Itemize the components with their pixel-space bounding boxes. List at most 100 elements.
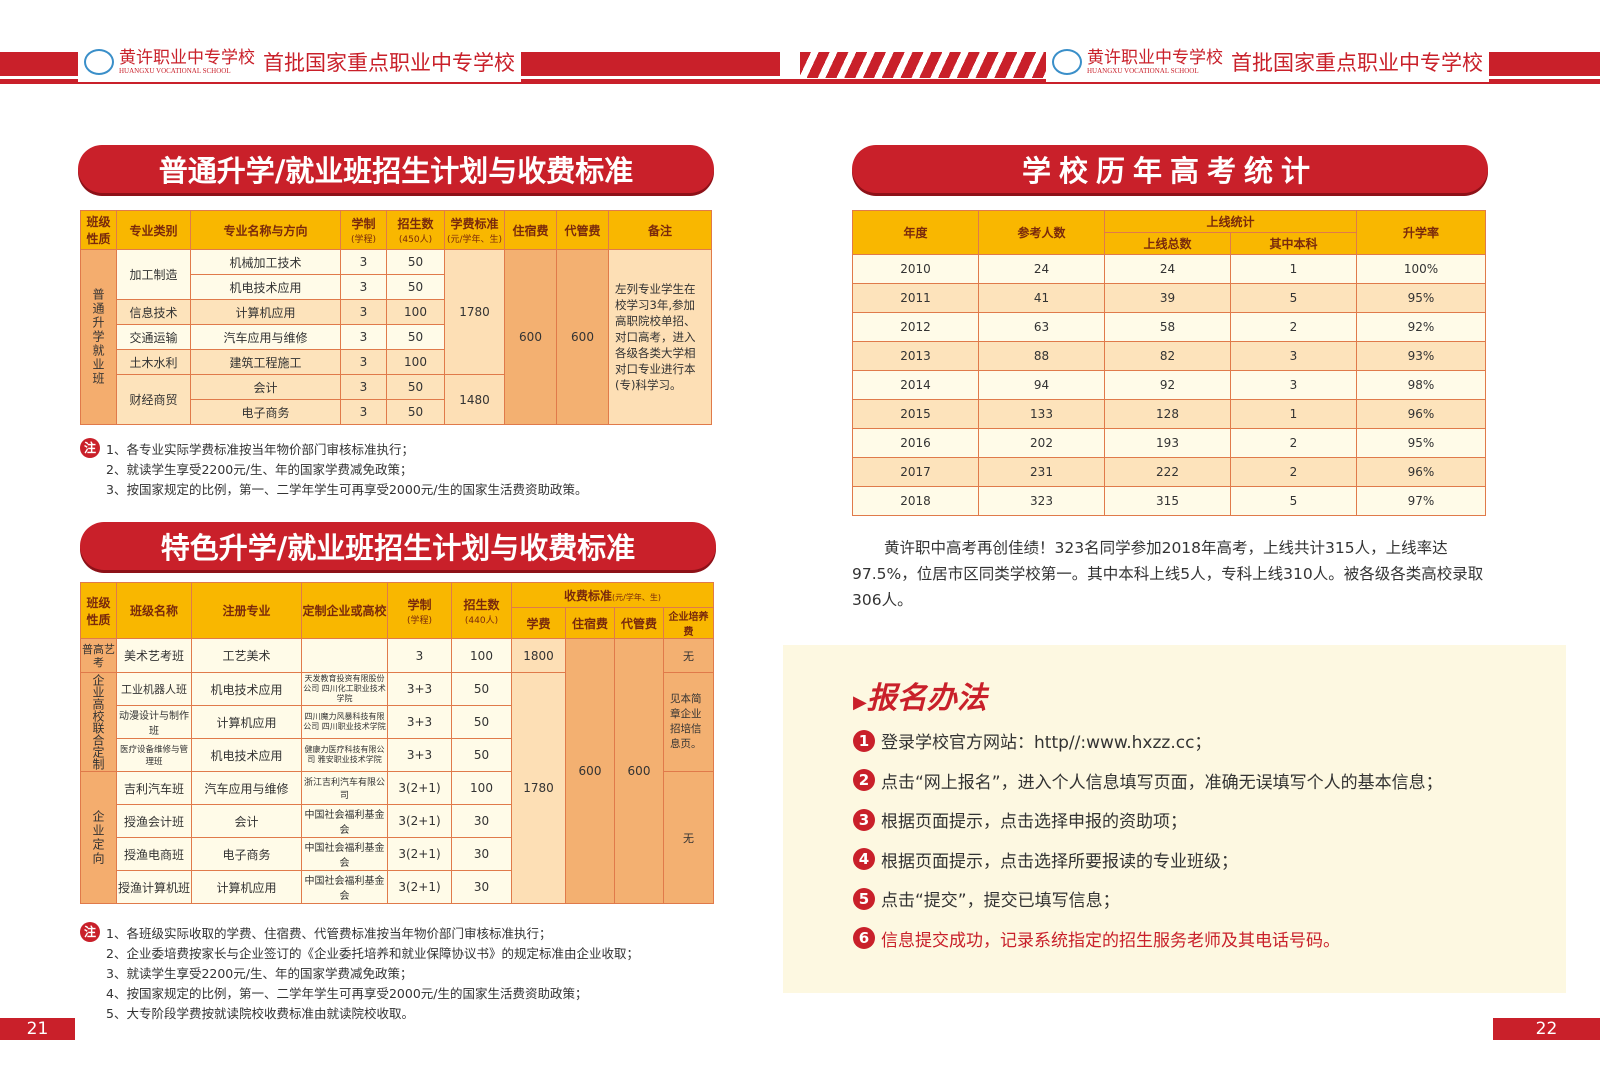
stats-title: 学校历年高考统计 (852, 145, 1488, 193)
stat-cell: 98% (1356, 370, 1486, 400)
table-cell: 信息技术 (116, 299, 191, 325)
col-header: 学费标准 (元/学年、生) (444, 210, 505, 250)
school-logo-right: 黄许职业中专学校 HUANGXU VOCATIONAL SCHOOL 首批国家重点… (1046, 42, 1489, 82)
remark: 左列专业学生在校学习3年,参加高职院校单招、对口高考，进入各级各类大学相对口专业… (608, 249, 712, 425)
table-cell: 土木水利 (116, 349, 191, 375)
stat-cell: 92 (1104, 370, 1231, 400)
stat-cell: 231 (978, 457, 1105, 487)
col-header: 代管费 (556, 210, 609, 250)
table-cell: 3 (340, 324, 387, 350)
registration-step: 6 信息提交成功，记录系统指定的招生服务老师及其电话号码。 (853, 926, 1340, 951)
table-cell: 汽车应用与维修 (191, 771, 302, 805)
col-header: 定制企业或高校 (301, 582, 388, 639)
col-header: 学制 (学程) (387, 582, 452, 639)
double-arrow-icon: ▶ (853, 692, 867, 713)
page-number-left: 21 (0, 1018, 75, 1040)
stat-cell: 5 (1230, 283, 1357, 313)
col-header: 代管费 (614, 607, 664, 639)
table-cell: 工业机器人班 (116, 672, 192, 706)
table-cell: 健康力医疗科技有限公司 雅安职业技术学院 (301, 738, 388, 772)
school-emblem-icon (1052, 49, 1082, 75)
stat-cell: 3 (1230, 341, 1357, 371)
col-header: 备注 (608, 210, 712, 250)
table-row: 2014 94 92 3 98% (852, 370, 1486, 400)
step-text: 根据页面提示，点击选择所要报读的专业班级； (881, 851, 1238, 872)
table-row: 2018 323 315 5 97% (852, 486, 1486, 516)
table-cell: 汽车应用与维修 (190, 324, 341, 350)
registration-title: ▶报名办法 (853, 681, 987, 716)
table-cell: 100 (386, 349, 445, 375)
step-text: 根据页面提示，点击选择申报的资助项； (881, 812, 1187, 832)
col-header: 班级性质 (80, 582, 117, 639)
slogan: 首批国家重点职业中专学校 (1231, 51, 1483, 75)
stat-cell: 128 (1104, 399, 1231, 429)
col-header: 招生数 (440人) (451, 582, 512, 639)
table-cell: 100 (451, 638, 512, 673)
col-header: 学制 (学程) (340, 210, 387, 250)
table-cell: 电子商务 (190, 399, 341, 425)
table-cell: 交通运输 (116, 324, 191, 350)
table-cell: 50 (386, 399, 445, 425)
table-cell: 电子商务 (191, 837, 302, 871)
table-cell: 机电技术应用 (191, 672, 302, 706)
table-cell: 3 (340, 374, 387, 400)
registration-step: 3 根据页面提示，点击选择申报的资助项； (853, 807, 1187, 832)
table-cell: 会计 (191, 804, 302, 838)
table-cell: 50 (386, 374, 445, 400)
step-text: 点击“提交”，提交已填写信息； (881, 891, 1120, 911)
header-line (0, 79, 1600, 84)
registration-step: 4 根据页面提示，点击选择所要报读的专业班级； (853, 847, 1238, 872)
table-cell: 四川魔力风暴科技有限公司 四川职业技术学院 (301, 705, 388, 739)
stat-cell: 2013 (852, 341, 979, 371)
table-cell: 3 (340, 399, 387, 425)
stat-cell: 96% (1356, 399, 1486, 429)
registration-step: 1 登录学校官方网站：http//:www.hxzz.cc； (853, 728, 1211, 753)
school-name-en: HUANGXU VOCATIONAL SCHOOL (1087, 67, 1199, 75)
step-number-icon: 3 (853, 808, 875, 831)
table-cell (301, 638, 388, 673)
tuition: 1480 (444, 374, 505, 425)
table-cell: 授渔会计班 (116, 804, 192, 838)
stat-cell: 2011 (852, 283, 979, 313)
stat-cell: 95% (1356, 283, 1486, 313)
school-emblem-icon (84, 49, 114, 75)
stat-cell: 100% (1356, 254, 1486, 284)
table-cell: 50 (386, 274, 445, 300)
col-header: 专业类别 (116, 210, 191, 250)
table-row: 普高艺考 美术艺考班 工艺美术 3 100 1800 600 600 无 (80, 638, 714, 904)
table-cell: 3 (340, 349, 387, 375)
step-number-icon: 2 (853, 769, 875, 791)
note-icon: 注 (80, 438, 100, 458)
table-cell: 100 (451, 771, 512, 805)
stat-cell: 96% (1356, 457, 1486, 487)
table-row: 企业高校联合定制 工业机器人班 机电技术应用 天发教育投资有限股份公司 四川化工职业… (80, 672, 714, 904)
stat-cell: 2018 (852, 486, 979, 516)
stat-cell: 2015 (852, 399, 979, 429)
table-cell: 50 (451, 705, 512, 739)
table-cell: 企业高校联合定制 (80, 672, 117, 772)
table-cell: 50 (451, 738, 512, 772)
table-cell: 天发教育投资有限股份公司 四川化工职业技术学院 (301, 672, 388, 706)
stat-cell: 41 (978, 283, 1105, 313)
stat-cell: 92% (1356, 312, 1486, 342)
section1-title: 普通升学/就业班招生计划与收费标准 (78, 145, 714, 193)
table-cell: 授渔计算机班 (116, 870, 192, 904)
step-number-icon: 6 (853, 927, 875, 949)
stat-cell: 24 (1104, 254, 1231, 284)
stat-cell: 222 (1104, 457, 1231, 487)
step-text: 点击“网上报名”，进入个人信息填写页面，准确无误填写个人的基本信息； (881, 772, 1443, 793)
section2-title: 特色升学/就业班招生计划与收费标准 (80, 522, 716, 570)
stats-summary: 黄许职中高考再创佳绩！323名同学参加2018年高考，上线共计315人，上线率达… (852, 539, 1484, 609)
header-stripes (800, 52, 1060, 78)
registration-step: 5 点击“提交”，提交已填写信息； (853, 886, 1120, 911)
table-cell: 动漫设计与制作班 (116, 705, 192, 739)
mgmt-fee: 600 (556, 249, 609, 425)
stat-cell: 2016 (852, 428, 979, 458)
table-row: 2015 133 128 1 96% (852, 399, 1486, 429)
table-cell: 30 (451, 870, 512, 904)
school-name: 黄许职业中专学校 (1087, 48, 1223, 68)
page-number-right: 22 (1493, 1018, 1600, 1040)
tuition: 1780 (444, 249, 505, 375)
regular-class-table: 班级性质 专业类别 专业名称与方向 学制 (学程) 招生数 (450人) 学费标准(… (80, 210, 712, 425)
dorm-fee: 600 (504, 249, 557, 425)
